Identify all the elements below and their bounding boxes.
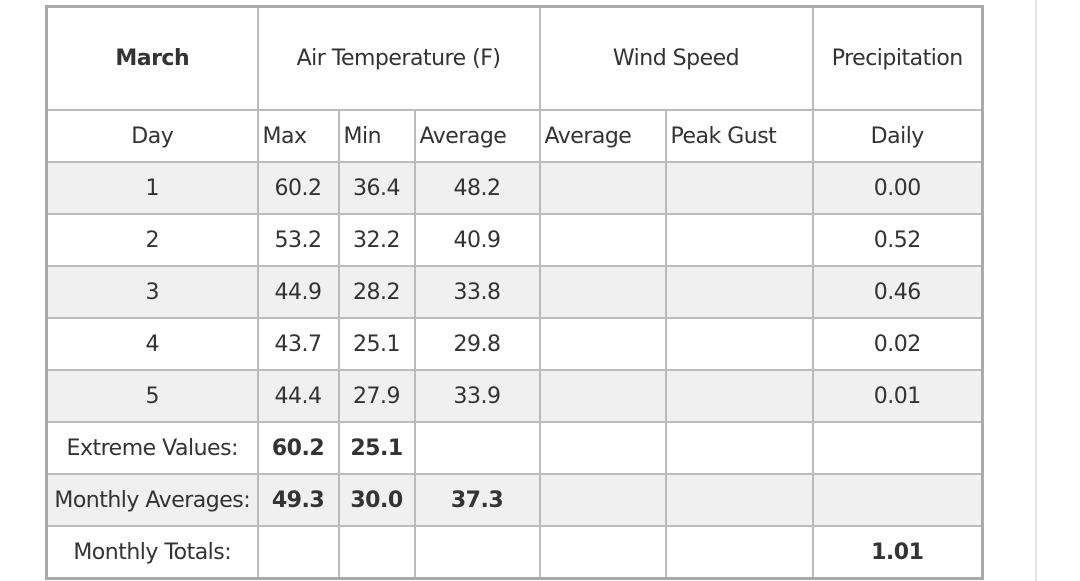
empty-cell bbox=[664, 161, 814, 215]
empty-cell bbox=[811, 473, 984, 527]
empty-cell bbox=[664, 421, 814, 475]
data-row: 4 43.7 25.1 29.8 0.02 bbox=[45, 317, 984, 371]
row-label: Monthly Totals: bbox=[45, 525, 259, 580]
subheader: Average bbox=[538, 109, 667, 163]
cell: 0.01 bbox=[811, 369, 984, 423]
cell: 0.00 bbox=[811, 161, 984, 215]
subheader: Average bbox=[413, 109, 541, 163]
cell: 43.7 bbox=[256, 317, 340, 371]
cell: 1 bbox=[45, 161, 259, 215]
cell: 30.0 bbox=[337, 473, 416, 527]
subheader-row: Day Max Min Average Average Peak Gust Da… bbox=[45, 109, 984, 163]
empty-cell bbox=[538, 161, 667, 215]
cell: 44.4 bbox=[256, 369, 340, 423]
divider bbox=[1035, 0, 1037, 581]
group-header: Precipitation bbox=[811, 5, 984, 111]
empty-cell bbox=[538, 525, 667, 580]
header-row: March Air Temperature (F) Wind Speed Pre… bbox=[45, 5, 984, 111]
empty-cell bbox=[538, 473, 667, 527]
empty-cell bbox=[664, 473, 814, 527]
cell: 25.1 bbox=[337, 317, 416, 371]
cell: 5 bbox=[45, 369, 259, 423]
cell: 33.8 bbox=[413, 265, 541, 319]
empty-cell bbox=[664, 369, 814, 423]
empty-cell bbox=[538, 369, 667, 423]
cell: 2 bbox=[45, 213, 259, 267]
empty-cell bbox=[337, 525, 416, 580]
group-header: Wind Speed bbox=[538, 5, 814, 111]
data-row: 5 44.4 27.9 33.9 0.01 bbox=[45, 369, 984, 423]
subheader: Day bbox=[45, 109, 259, 163]
cell: 0.02 bbox=[811, 317, 984, 371]
cell: 29.8 bbox=[413, 317, 541, 371]
empty-cell bbox=[256, 525, 340, 580]
header-title: March bbox=[45, 5, 259, 111]
subheader: Max bbox=[256, 109, 340, 163]
cell: 53.2 bbox=[256, 213, 340, 267]
subheader: Daily bbox=[811, 109, 984, 163]
data-row: 3 44.9 28.2 33.8 0.46 bbox=[45, 265, 984, 319]
empty-cell bbox=[538, 265, 667, 319]
data-row: 1 60.2 36.4 48.2 0.00 bbox=[45, 161, 984, 215]
cell: 0.46 bbox=[811, 265, 984, 319]
empty-cell bbox=[413, 525, 541, 580]
subheader: Peak Gust bbox=[664, 109, 814, 163]
cell: 36.4 bbox=[337, 161, 416, 215]
row-label: Extreme Values: bbox=[45, 421, 259, 475]
averages-row: Monthly Averages: 49.3 30.0 37.3 bbox=[45, 473, 984, 527]
cell: 25.1 bbox=[337, 421, 416, 475]
subheader: Min bbox=[337, 109, 416, 163]
cell: 3 bbox=[45, 265, 259, 319]
empty-cell bbox=[538, 213, 667, 267]
row-label: Monthly Averages: bbox=[45, 473, 259, 527]
empty-cell bbox=[538, 317, 667, 371]
cell: 32.2 bbox=[337, 213, 416, 267]
cell: 49.3 bbox=[256, 473, 340, 527]
totals-row: Monthly Totals: 1.01 bbox=[45, 525, 984, 580]
cell: 44.9 bbox=[256, 265, 340, 319]
empty-cell bbox=[664, 525, 814, 580]
group-header: Air Temperature (F) bbox=[256, 5, 541, 111]
table-body: 1 60.2 36.4 48.2 0.00 2 53.2 32.2 40.9 0.52 3 44.9 2… bbox=[45, 161, 984, 423]
cell: 48.2 bbox=[413, 161, 541, 215]
cell: 28.2 bbox=[337, 265, 416, 319]
cell: 4 bbox=[45, 317, 259, 371]
cell: 27.9 bbox=[337, 369, 416, 423]
cell: 60.2 bbox=[256, 421, 340, 475]
cell: 60.2 bbox=[256, 161, 340, 215]
extreme-row: Extreme Values: 60.2 25.1 bbox=[45, 421, 984, 475]
cell: 37.3 bbox=[413, 473, 541, 527]
cell: 33.9 bbox=[413, 369, 541, 423]
weather-table: March Air Temperature (F) Wind Speed Pre… bbox=[45, 5, 984, 580]
cell: 0.52 bbox=[811, 213, 984, 267]
cell: 40.9 bbox=[413, 213, 541, 267]
empty-cell bbox=[664, 317, 814, 371]
empty-cell bbox=[664, 213, 814, 267]
empty-cell bbox=[811, 421, 984, 475]
cell: 1.01 bbox=[811, 525, 984, 580]
empty-cell bbox=[664, 265, 814, 319]
empty-cell bbox=[413, 421, 541, 475]
data-row: 2 53.2 32.2 40.9 0.52 bbox=[45, 213, 984, 267]
empty-cell bbox=[538, 421, 667, 475]
